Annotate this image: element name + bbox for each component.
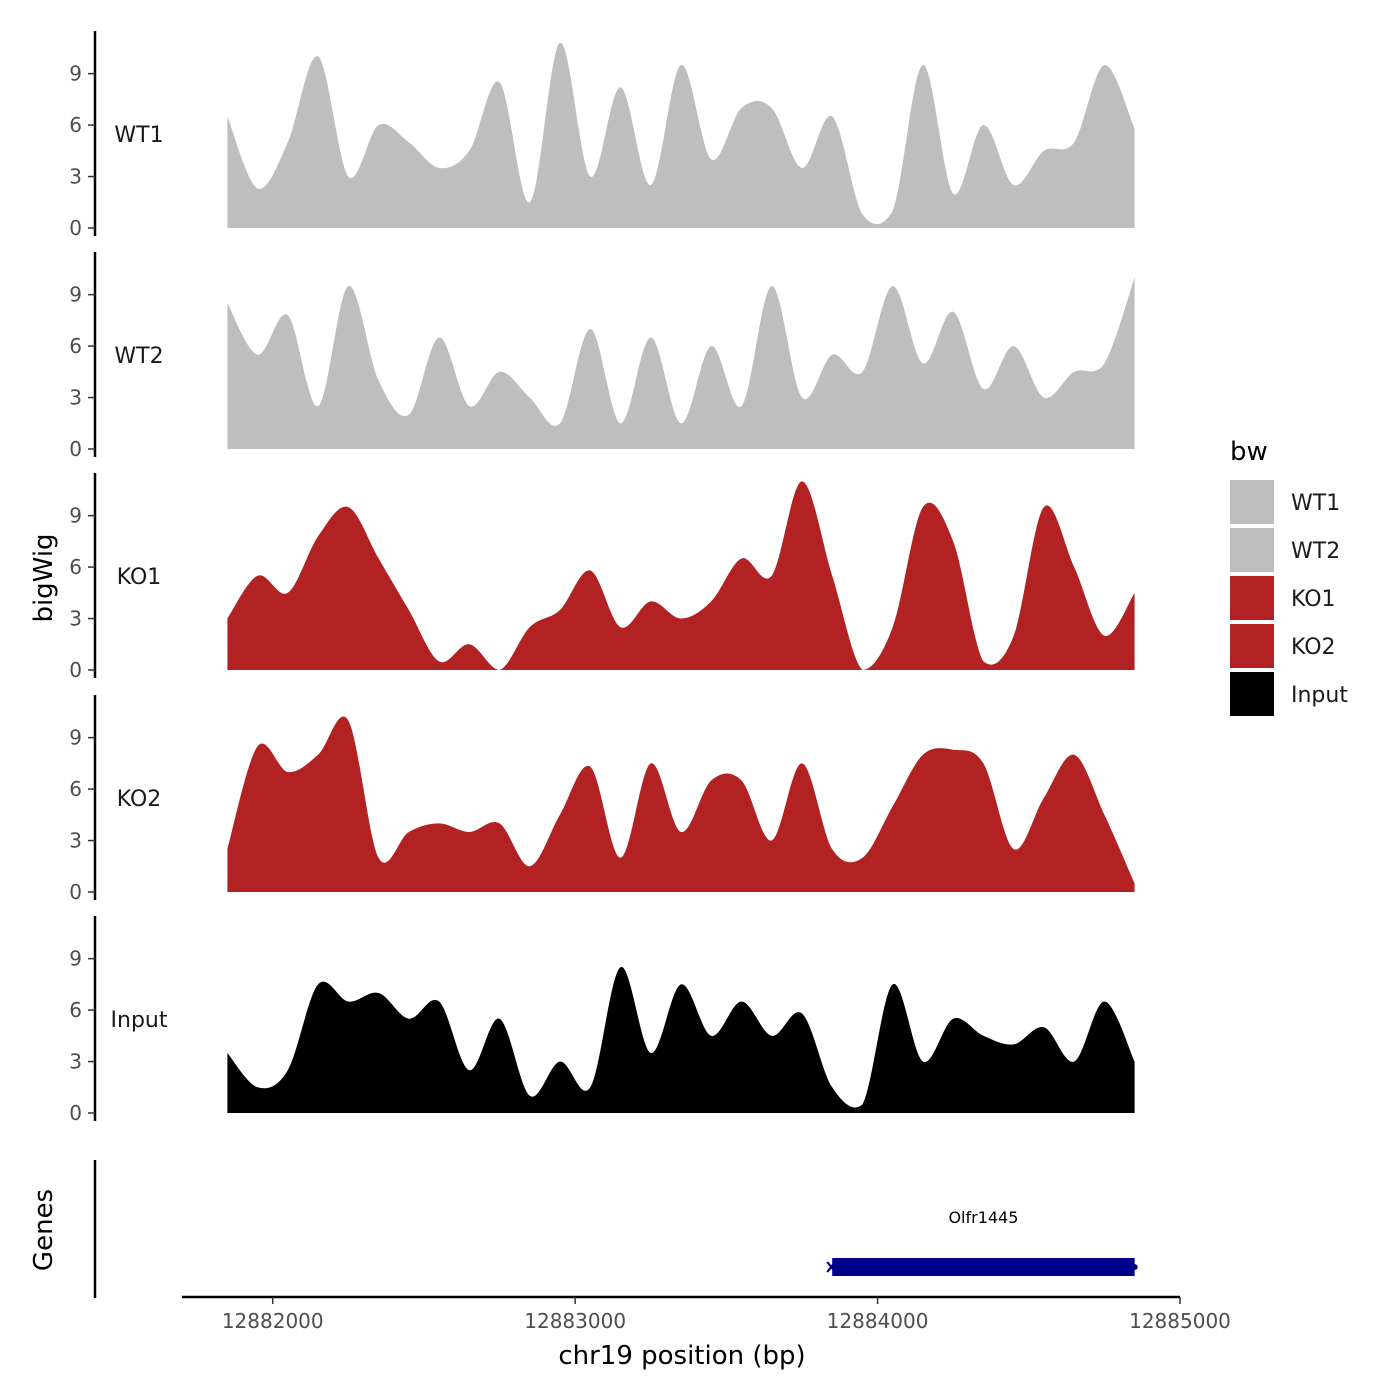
x-tick-label: 12883000 bbox=[524, 1309, 626, 1333]
legend-swatch bbox=[1230, 528, 1274, 572]
legend-item-input: Input bbox=[1230, 672, 1348, 716]
y-tick-label: 3 bbox=[69, 607, 82, 631]
track-label: WT2 bbox=[114, 344, 163, 369]
gene-olfr1445: Olfr1445 bbox=[826, 1208, 1138, 1276]
track-ko2: 0 3 6 9 KO2 bbox=[69, 695, 1135, 904]
x-tick-label: 12885000 bbox=[1129, 1309, 1231, 1333]
x-axis: 12882000 12883000 12884000 12885000 bbox=[182, 1295, 1231, 1333]
bigwig-tracks: 0 3 6 9 WT1 0 3 6 9 WT2 0 3 6 9 KO1 0 3 6 9 KO2 0 3 6 9 Input bbox=[69, 31, 1135, 1125]
legend-label: WT1 bbox=[1291, 491, 1340, 516]
track-label: WT1 bbox=[114, 123, 163, 148]
legend-item-ko2: KO2 bbox=[1230, 624, 1336, 668]
legend-label: WT2 bbox=[1291, 539, 1340, 564]
x-tick-label: 12882000 bbox=[222, 1309, 324, 1333]
legend: bw WT1 WT2 KO1 KO2 Input bbox=[1230, 437, 1348, 716]
y-tick-label: 6 bbox=[69, 998, 82, 1022]
y-tick-label: 0 bbox=[69, 437, 82, 461]
signal-area-wt1 bbox=[227, 42, 1135, 228]
strand-marker bbox=[826, 1261, 837, 1273]
track-label: KO1 bbox=[117, 565, 162, 590]
track-wt1: 0 3 6 9 WT1 bbox=[69, 31, 1135, 240]
genes-axis-title: Genes bbox=[29, 1189, 59, 1271]
y-tick-label: 3 bbox=[69, 1050, 82, 1074]
legend-swatch bbox=[1230, 624, 1274, 668]
y-tick-label: 0 bbox=[69, 216, 82, 240]
track-input: 0 3 6 9 Input bbox=[69, 916, 1135, 1125]
y-tick-label: 3 bbox=[69, 829, 82, 853]
legend-label: KO2 bbox=[1291, 635, 1336, 660]
legend-swatch bbox=[1230, 576, 1274, 620]
legend-label: Input bbox=[1291, 683, 1348, 708]
gene-label: Olfr1445 bbox=[948, 1208, 1018, 1227]
y-tick-label: 6 bbox=[69, 334, 82, 358]
y-tick-label: 0 bbox=[69, 1101, 82, 1125]
signal-area-input bbox=[227, 966, 1135, 1113]
track-label: KO2 bbox=[117, 787, 162, 812]
gene-body bbox=[832, 1258, 1135, 1276]
signal-area-ko2 bbox=[227, 716, 1135, 892]
y-tick-label: 3 bbox=[69, 165, 82, 189]
signal-area-wt2 bbox=[227, 277, 1135, 449]
x-axis-title: chr19 position (bp) bbox=[558, 1341, 805, 1371]
legend-title: bw bbox=[1230, 437, 1268, 467]
y-tick-label: 0 bbox=[69, 880, 82, 904]
track-ko1: 0 3 6 9 KO1 bbox=[69, 473, 1135, 682]
y-tick-label: 6 bbox=[69, 777, 82, 801]
legend-swatch bbox=[1230, 672, 1274, 716]
y-tick-label: 0 bbox=[69, 658, 82, 682]
y-tick-label: 9 bbox=[69, 283, 82, 307]
legend-label: KO1 bbox=[1291, 587, 1336, 612]
y-tick-label: 3 bbox=[69, 386, 82, 410]
y-tick-label: 9 bbox=[69, 947, 82, 971]
gene-track: Olfr1445 bbox=[93, 1160, 1138, 1298]
track-label: Input bbox=[111, 1008, 168, 1033]
legend-item-wt2: WT2 bbox=[1230, 528, 1340, 572]
x-tick-label: 12884000 bbox=[827, 1309, 929, 1333]
signal-area-ko1 bbox=[227, 481, 1135, 670]
y-tick-label: 9 bbox=[69, 62, 82, 86]
gene-end-marker bbox=[1131, 1264, 1138, 1270]
track-wt2: 0 3 6 9 WT2 bbox=[69, 252, 1135, 461]
legend-swatch bbox=[1230, 480, 1274, 524]
y-tick-label: 6 bbox=[69, 113, 82, 137]
y-tick-label: 9 bbox=[69, 726, 82, 750]
y-tick-label: 9 bbox=[69, 504, 82, 528]
y-axis-title: bigWig bbox=[29, 533, 59, 622]
legend-item-ko1: KO1 bbox=[1230, 576, 1336, 620]
legend-item-wt1: WT1 bbox=[1230, 480, 1340, 524]
y-tick-label: 6 bbox=[69, 555, 82, 579]
